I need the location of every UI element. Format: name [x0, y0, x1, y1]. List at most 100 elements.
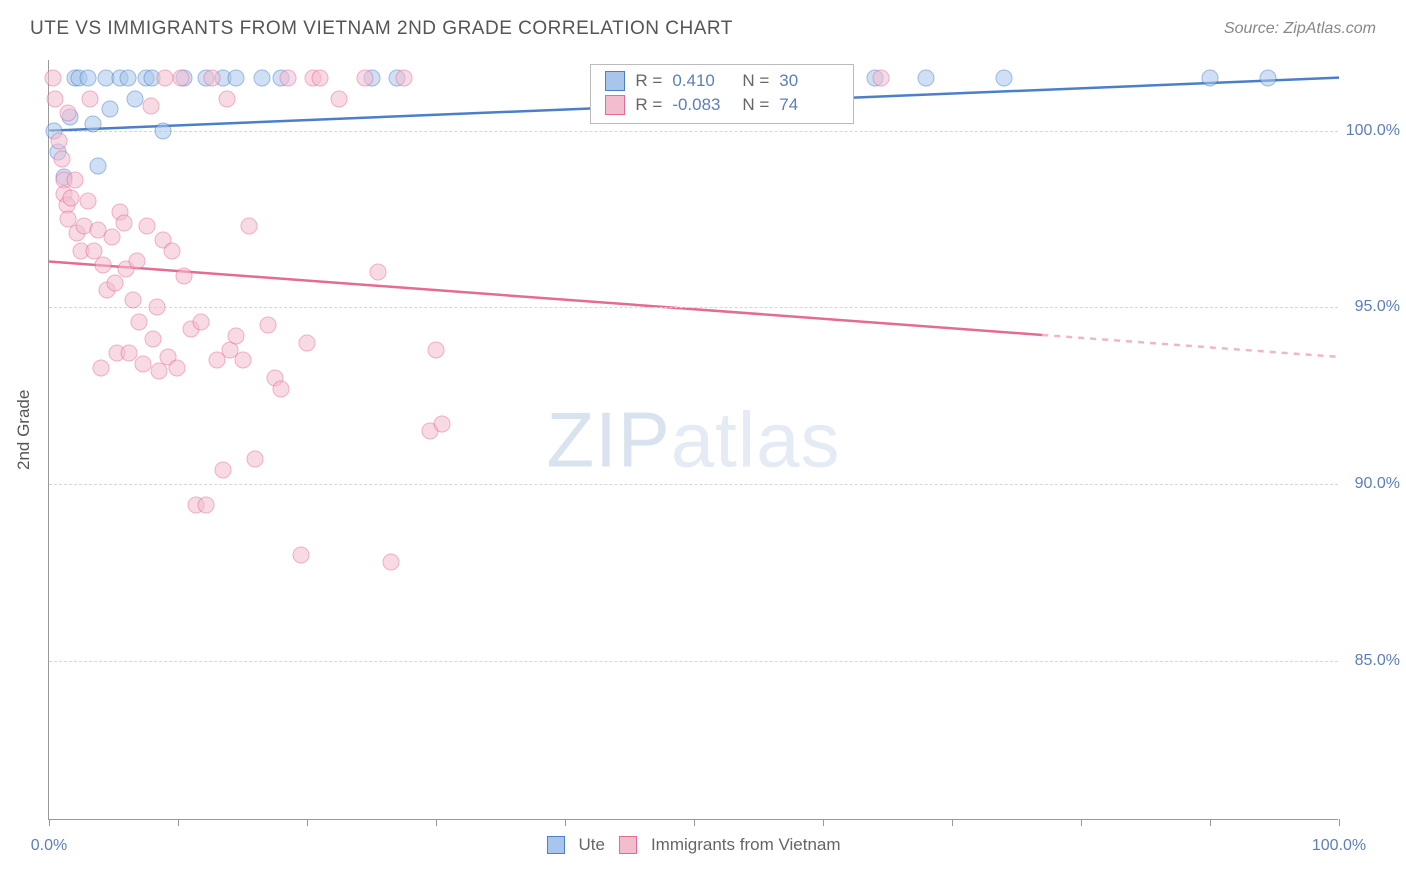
data-point: [154, 122, 171, 139]
data-point: [395, 69, 412, 86]
data-point: [135, 356, 152, 373]
data-point: [172, 69, 189, 86]
data-point: [219, 90, 236, 107]
x-tick: [694, 819, 695, 826]
chart-container: 2nd Grade ZIPatlas R =0.410N =30R =-0.08…: [0, 50, 1406, 892]
legend-r-label: R =: [635, 71, 662, 91]
data-point: [84, 115, 101, 132]
data-point: [82, 90, 99, 107]
data-point: [157, 69, 174, 86]
data-point: [119, 69, 136, 86]
data-point: [273, 380, 290, 397]
x-tick: [1339, 819, 1340, 826]
x-tick: [1081, 819, 1082, 826]
x-tick: [565, 819, 566, 826]
data-point: [163, 242, 180, 259]
data-point: [247, 451, 264, 468]
data-point: [104, 228, 121, 245]
data-point: [873, 69, 890, 86]
data-point: [228, 327, 245, 344]
legend-swatch: [605, 95, 625, 115]
data-point: [127, 90, 144, 107]
legend-series-name: Ute: [578, 835, 604, 855]
plot-area: ZIPatlas R =0.410N =30R =-0.083N =74 Ute…: [48, 60, 1338, 820]
gridline: [49, 661, 1338, 662]
data-point: [428, 341, 445, 358]
data-point: [149, 299, 166, 316]
source-attribution: Source: ZipAtlas.com: [1224, 20, 1376, 38]
data-point: [198, 497, 215, 514]
data-point: [106, 274, 123, 291]
stats-legend: R = 0.410 N = 30R =-0.083N =74: [590, 64, 854, 124]
y-tick-label: 95.0%: [1355, 298, 1400, 316]
data-point: [292, 546, 309, 563]
data-point: [62, 189, 79, 206]
data-point: [253, 69, 270, 86]
data-point: [95, 257, 112, 274]
legend-n-value: 30: [779, 71, 839, 91]
gridline: [49, 307, 1338, 308]
data-point: [115, 214, 132, 231]
data-point: [215, 462, 232, 479]
data-point: [47, 90, 64, 107]
chart-header: UTE VS IMMIGRANTS FROM VIETNAM 2ND GRADE…: [0, 0, 1406, 50]
data-point: [382, 553, 399, 570]
data-point: [203, 69, 220, 86]
legend-swatch: [619, 836, 637, 854]
x-tick-label: 100.0%: [1312, 837, 1366, 855]
y-tick-label: 100.0%: [1346, 122, 1400, 140]
data-point: [128, 253, 145, 270]
y-axis-title: 2nd Grade: [14, 390, 34, 470]
legend-swatch: [546, 836, 564, 854]
legend-swatch: [605, 71, 625, 91]
legend-n-value: 74: [779, 95, 839, 115]
data-point: [124, 292, 141, 309]
series-legend: Ute Immigrants from Vietnam: [546, 835, 840, 855]
chart-title: UTE VS IMMIGRANTS FROM VIETNAM 2ND GRADE…: [30, 18, 733, 40]
trend-lines-svg: [49, 60, 1338, 819]
data-point: [228, 69, 245, 86]
stats-legend-row: R =-0.083N =74: [605, 93, 839, 117]
legend-r-value: 0.410: [672, 71, 732, 91]
x-tick: [307, 819, 308, 826]
y-tick-label: 85.0%: [1355, 652, 1400, 670]
data-point: [311, 69, 328, 86]
data-point: [918, 69, 935, 86]
gridline: [49, 484, 1338, 485]
data-point: [139, 218, 156, 235]
data-point: [279, 69, 296, 86]
x-tick-label: 0.0%: [31, 837, 67, 855]
data-point: [51, 133, 68, 150]
data-point: [1202, 69, 1219, 86]
data-point: [131, 313, 148, 330]
y-tick-label: 90.0%: [1355, 475, 1400, 493]
data-point: [145, 331, 162, 348]
data-point: [92, 359, 109, 376]
data-point: [331, 90, 348, 107]
stats-legend-row: R = 0.410 N = 30: [605, 69, 839, 93]
data-point: [176, 267, 193, 284]
legend-n-label: N =: [742, 71, 769, 91]
x-tick: [178, 819, 179, 826]
x-tick: [823, 819, 824, 826]
legend-series-name: Immigrants from Vietnam: [651, 835, 841, 855]
data-point: [79, 193, 96, 210]
data-point: [168, 359, 185, 376]
gridline: [49, 131, 1338, 132]
legend-r-value: -0.083: [672, 95, 732, 115]
x-tick: [49, 819, 50, 826]
data-point: [142, 97, 159, 114]
data-point: [260, 317, 277, 334]
data-point: [66, 172, 83, 189]
data-point: [60, 105, 77, 122]
data-point: [1260, 69, 1277, 86]
data-point: [357, 69, 374, 86]
data-point: [240, 218, 257, 235]
data-point: [369, 264, 386, 281]
data-point: [434, 416, 451, 433]
data-point: [79, 69, 96, 86]
data-point: [90, 158, 107, 175]
x-tick: [1210, 819, 1211, 826]
data-point: [101, 101, 118, 118]
data-point: [44, 69, 61, 86]
